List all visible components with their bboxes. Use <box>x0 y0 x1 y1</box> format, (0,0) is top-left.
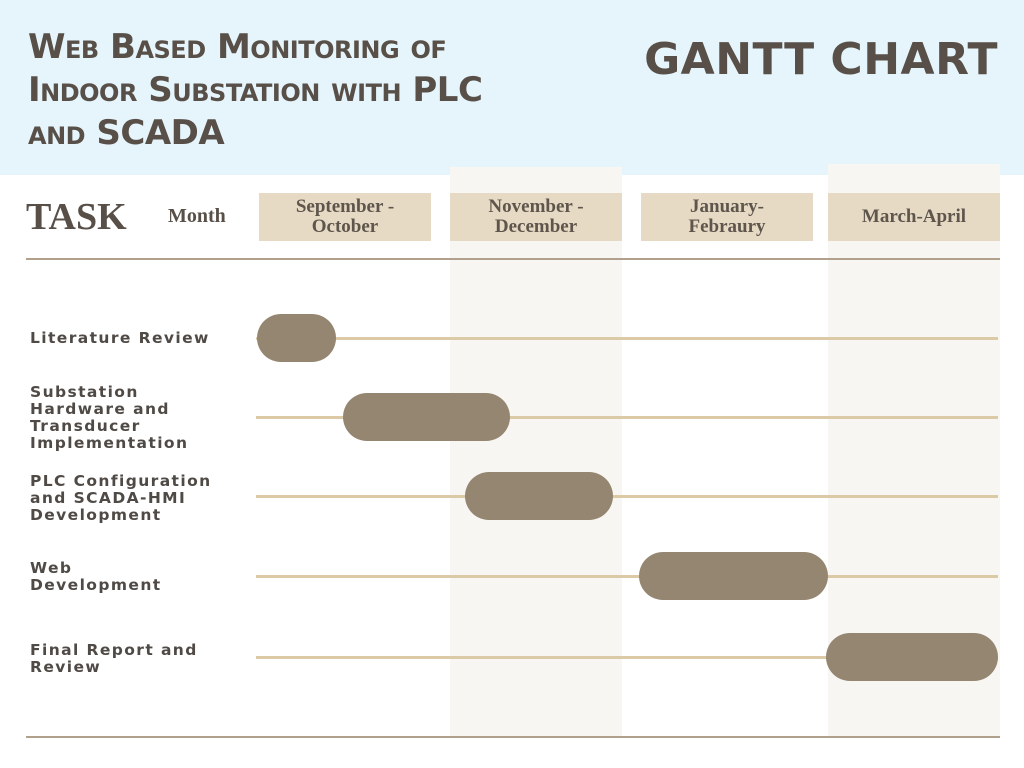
bottom-divider <box>26 736 1000 738</box>
chart-title: GANTT CHART <box>644 34 998 85</box>
task-bar <box>639 552 828 600</box>
task-column-header: TASK <box>26 196 127 238</box>
task-track <box>256 416 998 419</box>
task-bar <box>343 393 511 441</box>
column-shade-nov-dec <box>450 167 622 737</box>
project-title: Web Based Monitoring of Indoor Substatio… <box>28 27 483 153</box>
period-label: January- Febraury <box>688 196 766 237</box>
period-label: September - October <box>295 196 395 237</box>
month-column-header: Month <box>168 205 226 227</box>
task-bar <box>465 472 614 520</box>
task-label: Literature Review <box>30 329 210 347</box>
task-label: Web Development <box>30 559 162 594</box>
task-label: PLC Configuration and SCADA-HMI Developm… <box>30 472 212 524</box>
header-divider <box>26 258 1000 260</box>
task-label: Substation Hardware and Transducer Imple… <box>30 383 189 452</box>
period-label: March-April <box>861 206 967 227</box>
task-track <box>256 575 998 578</box>
task-bar <box>257 314 337 362</box>
task-label: Final Report and Review <box>30 641 198 676</box>
period-header: November - December <box>450 193 622 241</box>
task-track <box>256 337 998 340</box>
period-header: January- Febraury <box>641 193 813 241</box>
task-track <box>256 656 998 659</box>
period-header: March-April <box>828 193 1000 241</box>
period-header: September - October <box>259 193 431 241</box>
task-track <box>256 495 998 498</box>
period-label: November - December <box>488 196 584 237</box>
header-banner: Web Based Monitoring of Indoor Substatio… <box>0 0 1024 175</box>
task-bar <box>826 633 998 681</box>
